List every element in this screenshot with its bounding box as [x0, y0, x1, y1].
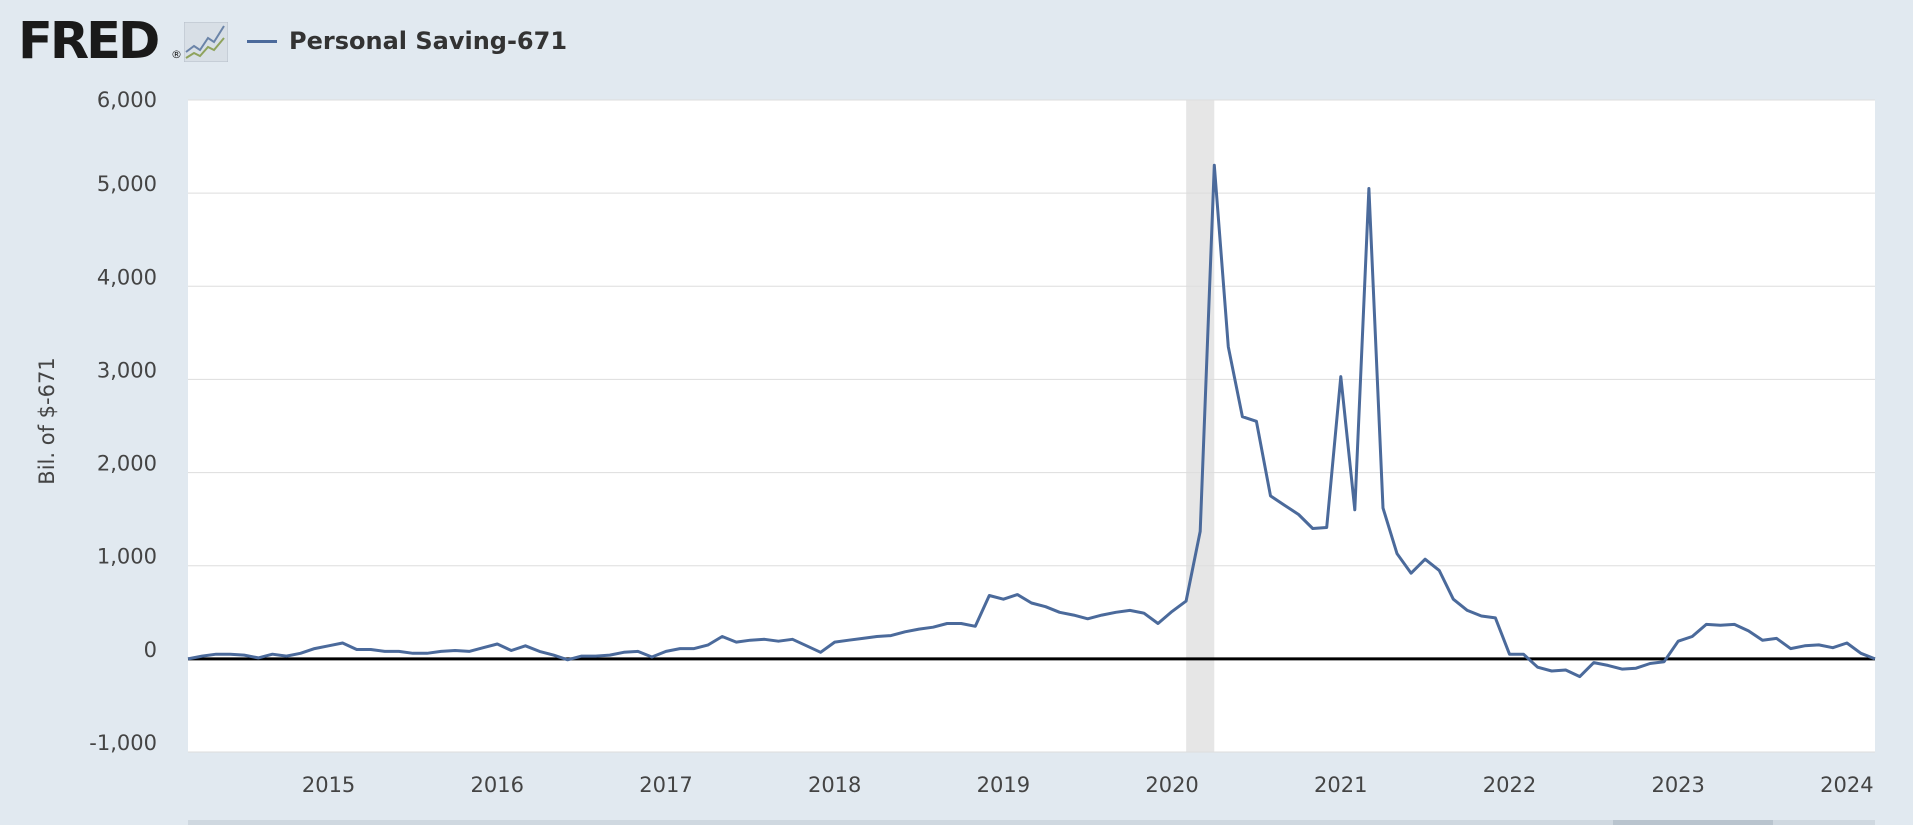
- legend-line-swatch: [247, 39, 277, 43]
- graph-header: FRED ® Personal Saving-671: [0, 0, 1913, 84]
- y-tick-label: 5,000: [97, 172, 157, 196]
- x-tick-label: 2020: [1145, 773, 1198, 797]
- legend-series-label[interactable]: Personal Saving-671: [289, 27, 568, 55]
- x-tick-label: 2019: [977, 773, 1030, 797]
- x-tick-label: 2023: [1651, 773, 1704, 797]
- x-tick-label: 2018: [808, 773, 861, 797]
- series-layer: [187, 163, 1876, 679]
- y-tick-label: 3,000: [97, 358, 157, 382]
- navigator-scrollbar-thumb[interactable]: [1613, 820, 1773, 825]
- grid-layer: [188, 99, 1875, 753]
- x-tick-label: 2017: [639, 773, 692, 797]
- y-tick-label: 1,000: [97, 545, 157, 569]
- x-tick-label: 2024: [1820, 773, 1873, 797]
- recession-layer: [1186, 100, 1215, 752]
- recession-band: [1186, 100, 1215, 752]
- x-tick-label: 2022: [1483, 773, 1536, 797]
- y-tick-label: 2,000: [97, 452, 157, 476]
- chart-legend[interactable]: Personal Saving-671: [247, 26, 567, 56]
- fred-registered-mark: ®: [171, 48, 182, 61]
- y-tick-label: 6,000: [97, 88, 157, 112]
- plot-area: [188, 100, 1875, 752]
- y-tick-label: -1,000: [89, 731, 157, 755]
- x-axis-ticks: 2015 2016 2017 2018 2019 2020 2021 2022 2023 2024: [302, 773, 1874, 797]
- y-tick-label: 0: [144, 638, 157, 662]
- fred-logo[interactable]: FRED: [18, 12, 160, 71]
- navigator-scrollbar[interactable]: [188, 820, 1875, 825]
- series-line[interactable]: [187, 163, 1876, 679]
- y-axis-ticks: -1,000 0 1,000 2,000 3,000 4,000 5,000 6,000: [89, 88, 157, 755]
- y-axis-label: Bil. of $-671: [35, 357, 59, 484]
- fred-line-chart-icon: [184, 22, 228, 62]
- x-tick-label: 2021: [1314, 773, 1367, 797]
- x-tick-label: 2015: [302, 773, 355, 797]
- x-tick-label: 2016: [471, 773, 524, 797]
- y-tick-label: 4,000: [97, 265, 157, 289]
